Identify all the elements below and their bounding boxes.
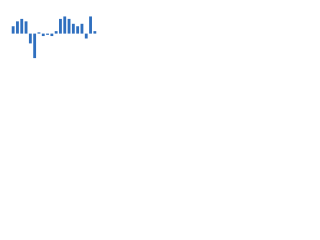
bar (46, 33, 49, 35)
bar (11, 26, 15, 34)
page: {"chart_data": {"type": "bar", "categori… (0, 0, 100, 71)
bar (24, 21, 28, 34)
bar (50, 33, 54, 37)
chart (11, 16, 97, 59)
bar (16, 21, 19, 34)
bar (28, 33, 32, 44)
bar (59, 18, 62, 34)
bar (33, 33, 37, 59)
bar (63, 16, 67, 34)
bar (76, 26, 80, 34)
bar (54, 31, 58, 34)
bar (67, 18, 71, 34)
bar (20, 18, 24, 34)
bar (80, 23, 84, 34)
bar (37, 32, 41, 34)
bar (71, 23, 75, 34)
bar (89, 16, 92, 34)
bar (41, 33, 45, 37)
bar (84, 33, 88, 39)
bar (93, 31, 97, 34)
